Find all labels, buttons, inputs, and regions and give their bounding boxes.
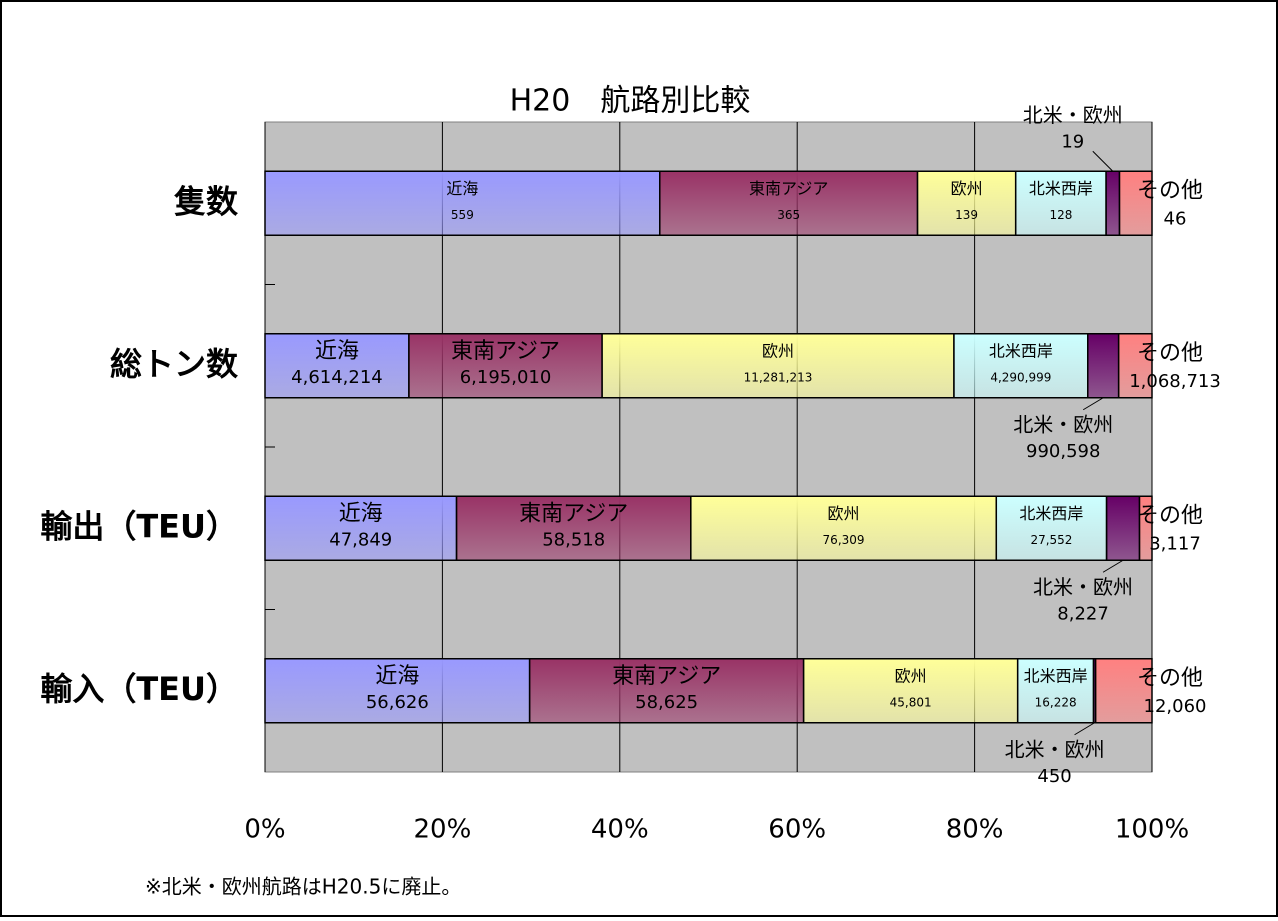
x-tick-label: 100% — [1115, 815, 1189, 845]
bar-segment — [1138, 495, 1153, 561]
leader-line — [1082, 397, 1104, 411]
segment-label: 近海 — [375, 664, 419, 689]
value-label: 11,281,213 — [744, 370, 813, 384]
value-label: 4,614,214 — [291, 367, 383, 388]
value-label: 450 — [1037, 766, 1071, 787]
bar-segment — [1087, 333, 1120, 399]
bar-segment — [953, 333, 1089, 399]
segment-label: その他 — [1137, 666, 1203, 691]
value-label: 139 — [955, 208, 978, 222]
bar-segment — [264, 658, 531, 724]
value-label: 990,598 — [1026, 441, 1100, 462]
segment-label: 北米西岸 — [1019, 504, 1083, 523]
value-label: 19 — [1061, 131, 1084, 152]
value-label: 16,228 — [1035, 695, 1077, 709]
segment-label: 近海 — [339, 501, 383, 526]
value-label: 3,117 — [1149, 533, 1201, 554]
value-label: 4,290,999 — [990, 370, 1051, 384]
bar-segment — [690, 495, 998, 561]
segment-label: 欧州 — [895, 666, 927, 685]
leader-line — [1092, 150, 1114, 172]
segment-label: その他 — [1137, 503, 1203, 528]
note: ※北米・欧州航路はH20.5に廃止。 — [145, 875, 461, 899]
segment-label: その他 — [1137, 178, 1203, 203]
x-tick-label: 0% — [244, 815, 285, 845]
segment-label: 東南アジア — [749, 179, 828, 198]
x-tick-label: 80% — [946, 815, 1004, 845]
value-label: 128 — [1049, 208, 1072, 222]
bar-segment — [916, 170, 1017, 236]
bar-segment — [601, 333, 955, 399]
segment-label: 北米西岸 — [989, 341, 1053, 360]
bar-segment — [1094, 658, 1153, 724]
bar-segment — [528, 658, 805, 724]
segment-label: 北米・欧州 — [1023, 103, 1123, 127]
value-label: 559 — [451, 208, 474, 222]
category-label: 隻数 — [174, 182, 239, 220]
value-label: 58,625 — [635, 692, 698, 713]
segment-label: 欧州 — [828, 504, 860, 523]
category-label: 輸出（TEU） — [40, 507, 238, 545]
bar-segment — [264, 170, 661, 236]
bar-segment — [1016, 658, 1095, 724]
leader-line — [1074, 722, 1095, 736]
value-label: 45,801 — [890, 695, 932, 709]
value-label: 47,849 — [329, 529, 392, 550]
bar-segment — [408, 333, 603, 399]
bar-segment — [1117, 333, 1153, 399]
value-label: 76,309 — [823, 533, 865, 547]
segment-label: 近海 — [446, 179, 478, 198]
segment-label: 欧州 — [951, 179, 983, 198]
bar-segment — [264, 333, 410, 399]
bar-segment — [455, 495, 692, 561]
segment-label: 北米西岸 — [1024, 666, 1088, 685]
category-label: 輸入（TEU） — [40, 670, 238, 708]
bar-segment — [1014, 170, 1107, 236]
bar-segment — [264, 495, 458, 561]
x-tick-label: 40% — [591, 815, 649, 845]
segment-label: 北米西岸 — [1029, 179, 1093, 198]
value-label: 8,227 — [1057, 603, 1109, 624]
segment-label: 北米・欧州 — [1005, 737, 1105, 761]
value-label: 56,626 — [366, 692, 429, 713]
segment-label: 欧州 — [762, 341, 794, 360]
bar-segment — [1105, 170, 1121, 236]
bar-segment — [1105, 495, 1141, 561]
value-label: 365 — [777, 208, 800, 222]
value-label: 1,068,713 — [1129, 371, 1221, 392]
segment-label: 北米・欧州 — [1033, 575, 1133, 599]
segment-label: 東南アジア — [519, 501, 628, 526]
value-label: 46 — [1164, 208, 1187, 229]
bar-segment — [1118, 170, 1153, 236]
value-label: 12,060 — [1144, 696, 1207, 717]
category-label: 総トン数 — [110, 345, 239, 383]
leader-line — [1102, 559, 1124, 573]
bar-segment — [995, 495, 1108, 561]
bar-segment — [802, 658, 1019, 724]
segment-label: その他 — [1137, 341, 1203, 366]
value-label: 58,518 — [542, 529, 605, 550]
x-tick-label: 20% — [414, 815, 472, 845]
chart-title: H20 航路別比較 — [510, 84, 751, 119]
segment-label: 近海 — [315, 339, 359, 364]
value-label: 6,195,010 — [460, 367, 552, 388]
segment-label: 東南アジア — [612, 664, 721, 689]
value-label: 27,552 — [1030, 533, 1072, 547]
segment-label: 東南アジア — [451, 339, 560, 364]
bar-segment — [659, 170, 919, 236]
segment-label: 北米・欧州 — [1013, 412, 1113, 436]
x-tick-label: 60% — [768, 815, 826, 845]
